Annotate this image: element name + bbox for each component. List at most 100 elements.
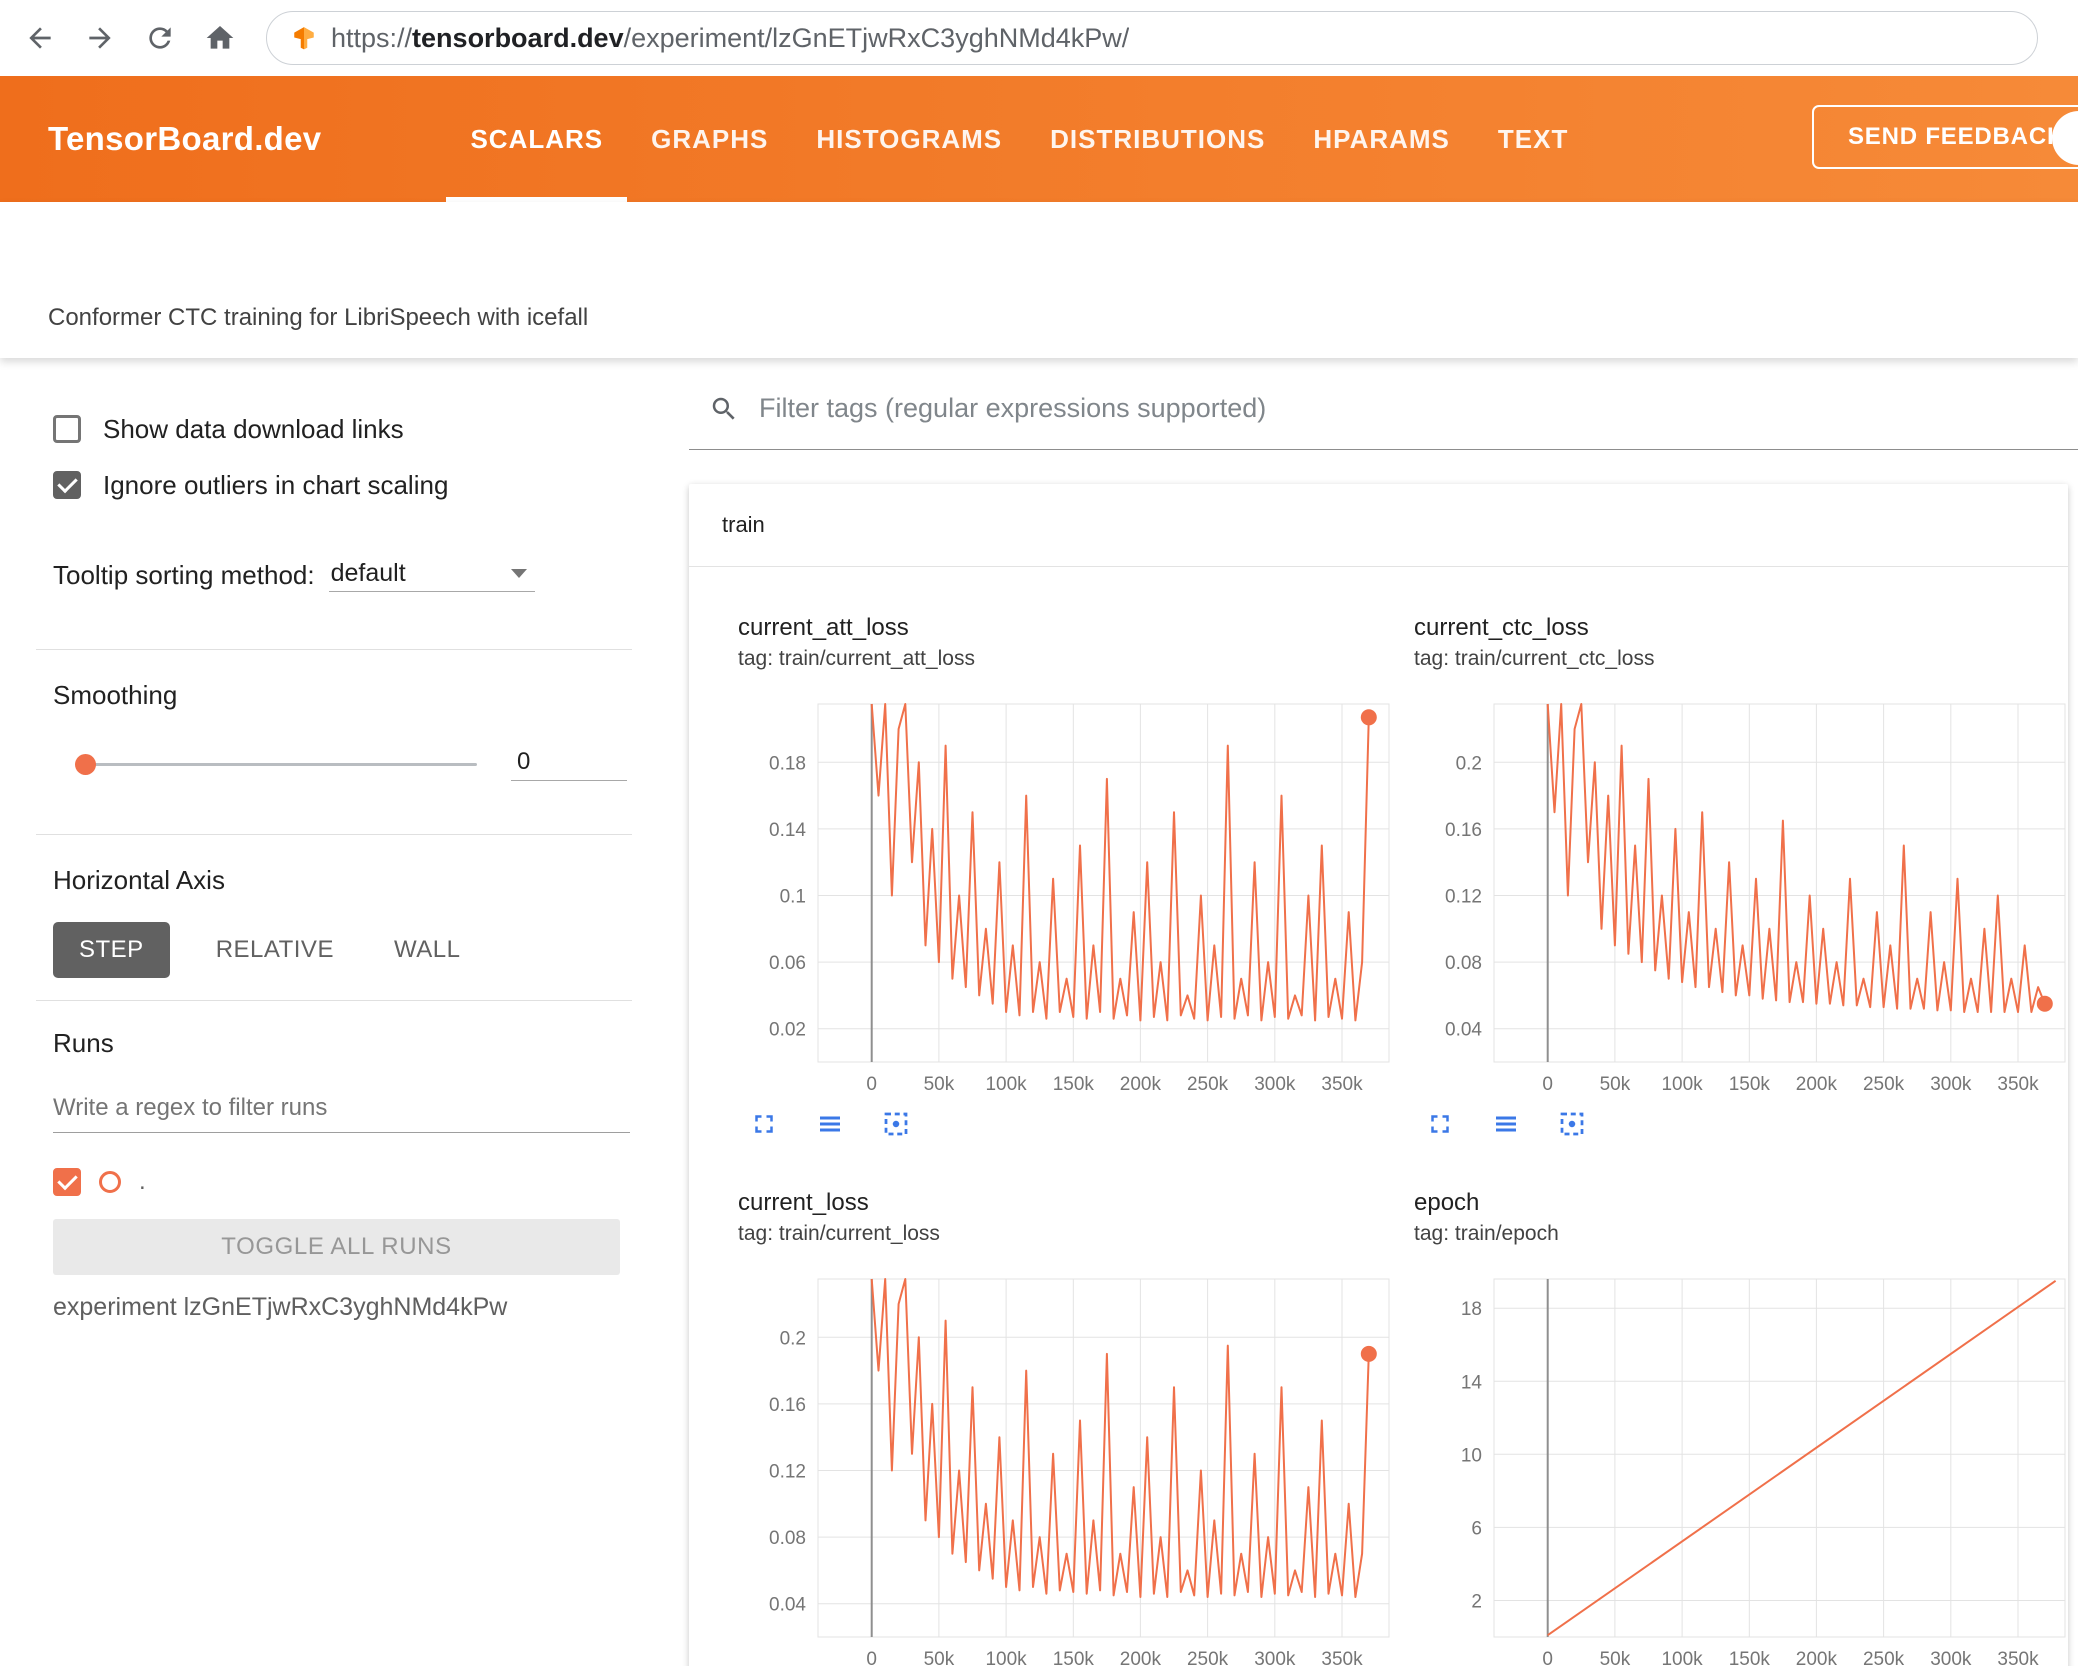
section-header-train[interactable]: train [689,484,2068,567]
svg-text:350k: 350k [1997,1649,2039,1666]
tab-scalars[interactable]: SCALARS [446,76,628,202]
svg-text:250k: 250k [1187,1074,1229,1095]
tab-text[interactable]: TEXT [1497,123,1569,154]
ignore-outliers-checkbox[interactable] [53,471,81,499]
svg-text:0.04: 0.04 [1445,1020,1482,1041]
chart-subtitle: tag: train/epoch [1414,1222,1559,1245]
svg-text:200k: 200k [1120,1649,1162,1666]
chart-plot[interactable]: 0.02 0.06 0.1 0.14 0.18 0 50k 100k 150k 200k 250k 3… [738,698,1398,1102]
show-download-row: Show data download links [53,414,689,444]
url-text: https://tensorboard.dev/experiment/lzGnE… [331,23,1129,54]
svg-text:2: 2 [1471,1592,1482,1613]
svg-text:0.12: 0.12 [769,1462,806,1483]
url-bar[interactable]: https://tensorboard.dev/experiment/lzGnE… [266,11,2038,65]
svg-text:0.16: 0.16 [769,1395,806,1416]
chart-card-current-att-loss: current_att_loss tag: train/current_att_… [738,613,1414,1140]
svg-text:350k: 350k [1321,1074,1363,1095]
svg-text:300k: 300k [1930,1074,1972,1095]
svg-text:300k: 300k [1254,1649,1296,1666]
experiment-title-bar: Conformer CTC training for LibriSpeech w… [0,202,2078,358]
svg-text:0.2: 0.2 [780,1328,806,1349]
svg-text:350k: 350k [1321,1649,1363,1666]
brand-logo[interactable]: TensorBoard.dev [48,120,322,157]
relative-button[interactable]: RELATIVE [186,922,364,978]
expand-chart-button[interactable] [748,1108,780,1140]
wall-button[interactable]: WALL [364,922,490,978]
svg-text:50k: 50k [1600,1074,1631,1095]
fit-to-data-icon [1560,1112,1584,1136]
svg-text:0.18: 0.18 [769,753,806,774]
chart-plot[interactable]: 0.04 0.08 0.12 0.16 0.2 0 50k 100k 150k 200k 250k 3… [738,1273,1398,1666]
ignore-outliers-row: Ignore outliers in chart scaling [53,470,689,500]
svg-text:100k: 100k [985,1074,1027,1095]
toggle-y-scale-button[interactable] [814,1108,846,1140]
svg-text:200k: 200k [1796,1649,1838,1666]
svg-text:6: 6 [1471,1518,1482,1539]
tab-histograms[interactable]: HISTOGRAMS [816,123,1003,154]
tooltip-sorting-select[interactable]: default [328,558,535,592]
chart-subtitle: tag: train/current_att_loss [738,647,975,670]
chart-subtitle: tag: train/current_loss [738,1222,940,1245]
svg-text:10: 10 [1461,1445,1482,1466]
chevron-down-icon [510,569,527,578]
show-download-checkbox[interactable] [53,415,81,443]
step-button[interactable]: STEP [53,922,170,978]
svg-text:0: 0 [1542,1649,1553,1666]
three-lines-icon [820,1116,840,1132]
chart-title: current_loss [738,1189,869,1216]
toggle-all-runs-button[interactable]: TOGGLE ALL RUNS [53,1219,620,1275]
chart-actions [1424,1108,2078,1140]
svg-text:100k: 100k [1661,1074,1703,1095]
fit-domain-button[interactable] [1556,1108,1588,1140]
charts-grid: current_att_loss tag: train/current_att_… [689,567,2068,1666]
expand-icon [1431,1115,1449,1133]
svg-text:250k: 250k [1863,1074,1905,1095]
smoothing-value-input[interactable] [511,747,627,781]
app-header: TensorBoard.dev SCALARS GRAPHS HISTOGRAM… [0,76,2078,202]
svg-text:350k: 350k [1997,1074,2039,1095]
svg-text:0: 0 [866,1649,877,1666]
slider-thumb[interactable] [75,753,96,775]
chart-title: current_att_loss [738,614,909,641]
forward-button[interactable] [70,8,130,68]
expand-icon [755,1115,773,1133]
home-button[interactable] [190,8,250,68]
run-checkbox[interactable] [53,1168,81,1196]
toggle-y-scale-button[interactable] [1490,1108,1522,1140]
tag-filter-input[interactable] [757,392,2078,425]
svg-text:0.12: 0.12 [1445,887,1482,908]
train-section-card: train current_att_loss tag: train/curren… [689,484,2068,1666]
svg-text:0.08: 0.08 [769,1528,806,1549]
tensorboard-favicon [294,27,314,50]
chart-card-epoch: epoch tag: train/epoch 2 6 10 14 18 0 50k 100k 1… [1414,1188,2078,1666]
svg-text:0.14: 0.14 [769,820,806,841]
runs-filter-input[interactable] [53,1094,630,1133]
main-content: train current_att_loss tag: train/curren… [689,358,2078,1666]
expand-chart-button[interactable] [1424,1108,1456,1140]
chart-plot[interactable]: 2 6 10 14 18 0 50k 100k 150k 200k 250k 300k 350k [1414,1273,2074,1666]
run-color-swatch[interactable] [99,1171,121,1193]
fit-domain-button[interactable] [880,1108,912,1140]
tab-distributions[interactable]: DISTRIBUTIONS [1050,123,1266,154]
svg-text:250k: 250k [1863,1649,1905,1666]
smoothing-slider[interactable] [75,753,477,775]
run-row: . [53,1167,689,1197]
send-feedback-button[interactable]: SEND FEEDBACK [1812,105,2078,169]
tab-hparams[interactable]: HPARAMS [1313,123,1450,154]
browser-chrome: https://tensorboard.dev/experiment/lzGnE… [0,0,2078,76]
refresh-button[interactable] [130,8,190,68]
tab-graphs[interactable]: GRAPHS [651,123,769,154]
run-name[interactable]: . [139,1168,146,1195]
divider [36,649,632,650]
svg-text:100k: 100k [1661,1649,1703,1666]
chart-plot[interactable]: 0.04 0.08 0.12 0.16 0.2 0 50k 100k 150k 200k 250k 3… [1414,698,2074,1102]
svg-text:50k: 50k [924,1649,955,1666]
chart-title: epoch [1414,1189,1480,1216]
home-icon [206,26,234,49]
svg-text:0.06: 0.06 [769,953,806,974]
back-button[interactable] [10,8,70,68]
svg-text:0.16: 0.16 [1445,820,1482,841]
chart-card-current-ctc-loss: current_ctc_loss tag: train/current_ctc_… [1414,613,2078,1140]
horizontal-axis-label: Horizontal Axis [53,865,225,895]
chart-actions [748,1108,1414,1140]
